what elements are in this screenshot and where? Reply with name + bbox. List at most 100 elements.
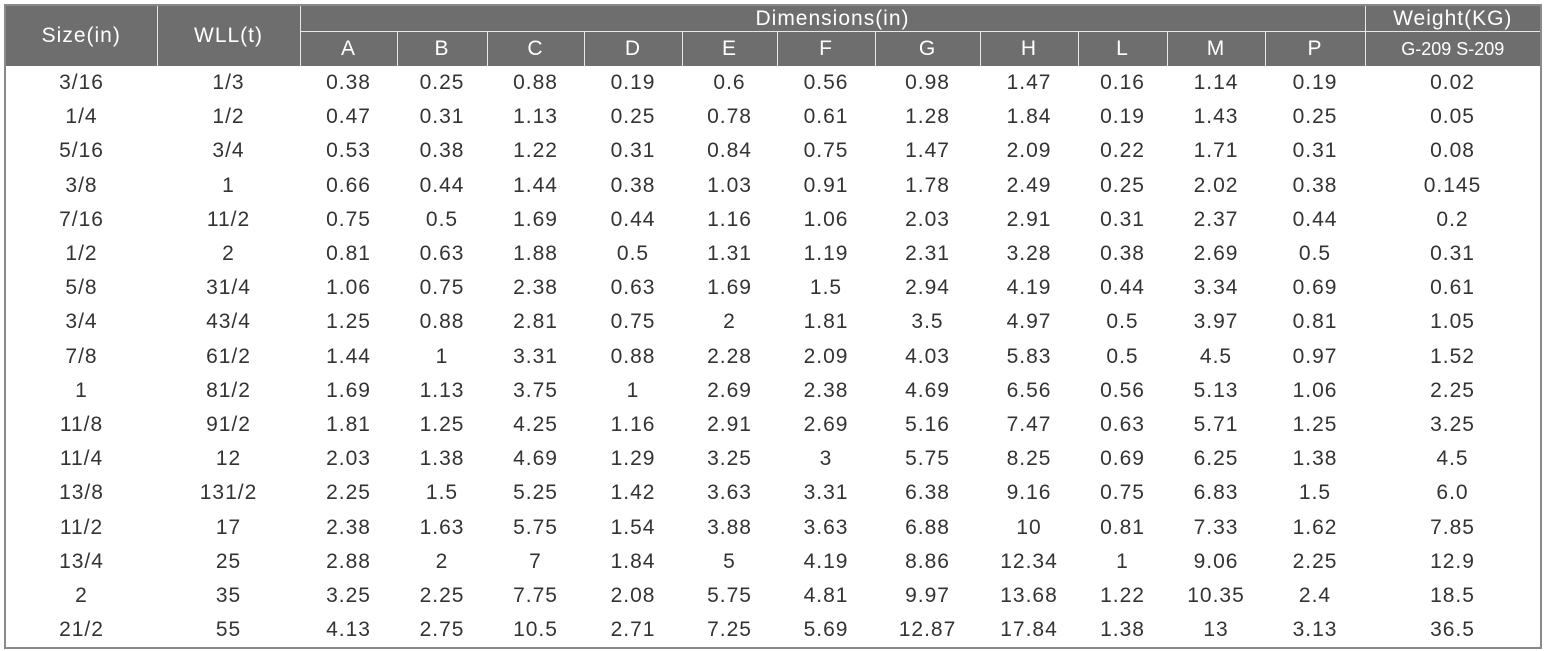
table-cell: 4.69: [905, 378, 950, 402]
table-row: 1/4 1/2 0.47 0.31 1.13 0.25 0.78 0.61 1.28 1.84 0.…: [5, 100, 1541, 134]
table-cell: 2.09: [803, 344, 849, 368]
table-cell: 2.38: [803, 378, 849, 402]
table-cell: 10.35: [1187, 583, 1245, 607]
table-cell: 2: [723, 310, 736, 334]
table-cell: 131/2: [199, 481, 258, 505]
table-cell: 5.71: [1193, 412, 1239, 436]
table-cell: 1/2: [65, 242, 98, 266]
table-cell: 3/8: [65, 173, 98, 197]
table-cell: 1.52: [1430, 344, 1475, 368]
table-cell: 1.81: [803, 310, 849, 334]
table-cell: 10.5: [513, 618, 558, 642]
table-row: 3/16 1/3 0.38 0.25 0.88 0.19 0.6 0.56 0.98 1.47 0.…: [5, 66, 1541, 100]
table-cell: 61/2: [206, 344, 251, 368]
table-cell: 11/2: [59, 515, 104, 539]
table-cell: 0.19: [610, 71, 656, 95]
table-cell: 1: [435, 344, 449, 368]
table-cell: 1.88: [513, 242, 558, 266]
table-cell: 7.75: [513, 583, 558, 607]
table-cell: 5.16: [905, 412, 950, 436]
table-cell: 1.13: [419, 378, 465, 402]
table-cell: 3.13: [1292, 618, 1338, 642]
table-cell: 6.88: [905, 515, 950, 539]
table-cell: 4.19: [803, 549, 849, 573]
table-cell: 0.22: [1100, 139, 1145, 163]
table-cell: 13.68: [1000, 583, 1058, 607]
table-cell: 12.87: [898, 618, 957, 642]
dimensions-header: Dimensions(in): [299, 5, 1366, 32]
size-header: Size(in): [4, 5, 157, 66]
table-row: 11/8 91/2 1.81 1.25 4.25 1.16 2.91 2.69 5.16 7.47…: [5, 408, 1541, 442]
table-cell: 2.75: [419, 618, 465, 642]
table-cell: 2.91: [707, 412, 752, 436]
table-cell: 0.25: [1292, 105, 1338, 129]
table-cell: 0.5: [1298, 242, 1332, 266]
dimension-column-header: M: [1166, 31, 1265, 66]
table-cell: 1.19: [803, 242, 849, 266]
table-cell: 0.84: [707, 139, 752, 163]
table-cell: 2.28: [707, 344, 752, 368]
table-cell: 0.16: [1100, 71, 1145, 95]
table-cell: 3.5: [911, 310, 944, 334]
table-cell: 11/8: [59, 412, 104, 436]
table-cell: 7.47: [1006, 412, 1052, 436]
table-cell: 0.44: [1100, 276, 1145, 300]
table-cell: 1.63: [419, 515, 465, 539]
table-cell: 13: [1203, 618, 1229, 642]
table-cell: 3.97: [1193, 310, 1239, 334]
table-cell: 0.56: [1100, 378, 1145, 402]
table-cell: 17: [215, 515, 242, 539]
table-cell: 7.33: [1193, 515, 1239, 539]
table-cell: 3.31: [513, 344, 558, 368]
table-cell: 1.03: [707, 173, 752, 197]
table-cell: 0.97: [1292, 344, 1338, 368]
table-row: 3/4 43/4 1.25 0.88 2.81 0.75 2 1.81 3.5 4.97 0.5 3.…: [5, 305, 1541, 339]
table-cell: 5/8: [65, 276, 98, 300]
table-cell: 4.03: [905, 344, 950, 368]
table-cell: 0.44: [610, 207, 656, 231]
table-cell: 12.34: [1000, 549, 1058, 573]
table-row: 5/16 3/4 0.53 0.38 1.22 0.31 0.84 0.75 1.47 2.09 0…: [5, 134, 1541, 168]
table-cell: 0.44: [419, 173, 465, 197]
table-cell: 31/4: [206, 276, 251, 300]
table-cell: 2.88: [326, 549, 371, 573]
table-cell: 1.5: [809, 276, 843, 300]
dimension-column-header: B: [396, 31, 487, 66]
table-cell: 5.69: [803, 618, 849, 642]
dimension-column-header: G: [874, 31, 980, 66]
table-cell: 0.75: [326, 207, 371, 231]
table-cell: 81/2: [206, 378, 251, 402]
table-cell: 11/2: [206, 207, 251, 231]
table-cell: 1/4: [65, 105, 98, 129]
table-cell: 2.94: [905, 276, 950, 300]
table-row: 2 35 3.25 2.25 7.75 2.08 5.75 4.81 9.97 13.68 1.22…: [5, 579, 1541, 613]
table-cell: 1: [1116, 549, 1129, 573]
table-cell: 1.38: [419, 447, 465, 471]
table-cell: 3.25: [326, 583, 371, 607]
table-body: 3/16 1/3 0.38 0.25 0.88 0.19 0.6 0.56 0.98 1.47 0.…: [5, 66, 1541, 648]
table-cell: 2.38: [326, 515, 371, 539]
table-cell: 0.05: [1430, 105, 1475, 129]
table-cell: 2.25: [326, 481, 371, 505]
table-cell: 2.69: [707, 378, 752, 402]
dimension-column-header: F: [776, 31, 875, 66]
table-cell: 3.34: [1193, 276, 1239, 300]
table-cell: 1.28: [905, 105, 950, 129]
table-cell: 0.02: [1430, 71, 1475, 95]
table-cell: 0.61: [803, 105, 849, 129]
table-cell: 4.81: [803, 583, 849, 607]
table-cell: 1.06: [1292, 378, 1338, 402]
table-cell: 25: [215, 549, 242, 573]
table-cell: 55: [215, 618, 242, 642]
table-cell: 1.25: [326, 310, 371, 334]
table-cell: 1: [75, 378, 88, 402]
table-cell: 43/4: [206, 310, 251, 334]
table-cell: 2.03: [905, 207, 950, 231]
dimension-column-header: L: [1077, 31, 1167, 66]
table-cell: 4.5: [1436, 447, 1469, 471]
table-cell: 1.31: [707, 242, 752, 266]
table-cell: 1.5: [1298, 481, 1332, 505]
table-cell: 1.71: [1193, 139, 1239, 163]
table-cell: 1.44: [326, 344, 371, 368]
table-cell: 0.31: [419, 105, 465, 129]
